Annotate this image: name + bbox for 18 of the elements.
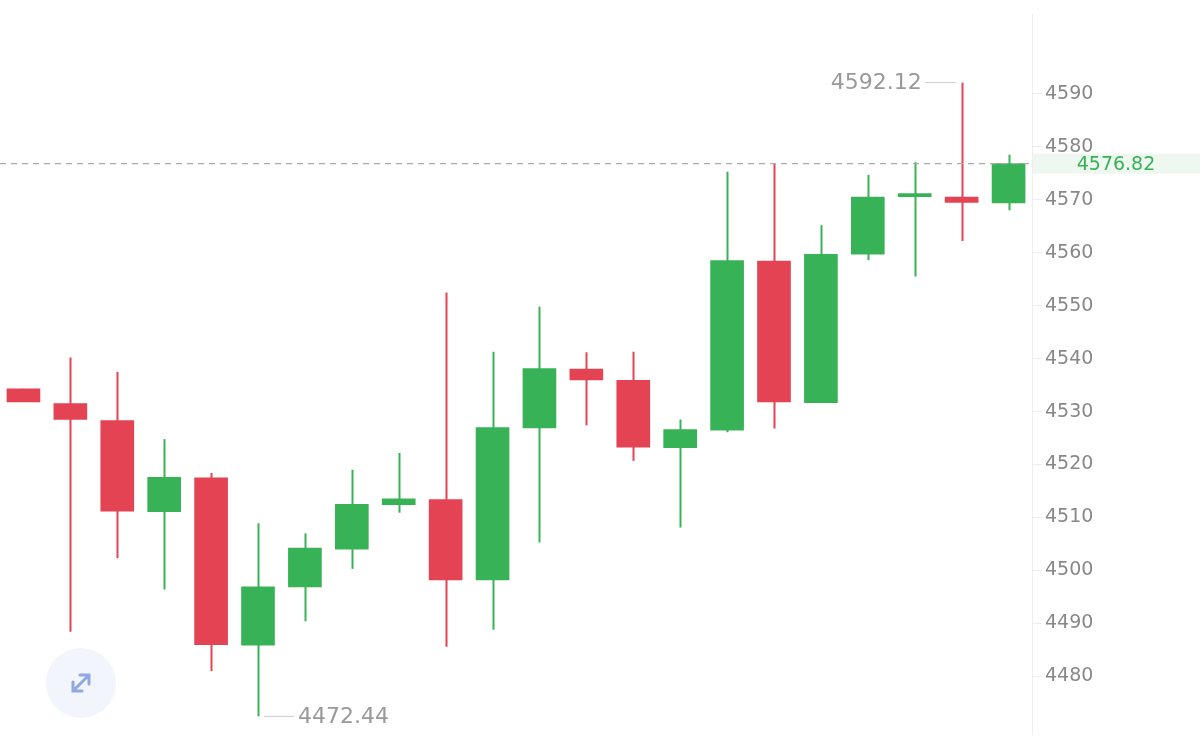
- y-tick-label: 4510: [1045, 504, 1094, 527]
- candlestick: [944, 81, 979, 243]
- y-tick-label: 4570: [1045, 186, 1094, 209]
- y-tick-label: 4480: [1045, 663, 1094, 686]
- annotation: 4592.12: [830, 69, 922, 95]
- y-tick-label: 4540: [1045, 345, 1094, 368]
- candlestick: [569, 351, 604, 427]
- annotation: 4472.44: [298, 703, 389, 729]
- y-tick-label: 4520: [1045, 451, 1094, 474]
- candlestick: [381, 451, 416, 514]
- candlestick: [897, 161, 932, 278]
- y-tick-label: 4530: [1045, 398, 1094, 421]
- y-tick-label: 4560: [1045, 239, 1094, 262]
- y-tick-label: 4500: [1045, 557, 1094, 580]
- y-tick-label: 4590: [1045, 80, 1094, 103]
- y-tick-label: 4550: [1045, 292, 1094, 315]
- candlestick: [53, 356, 88, 633]
- y-tick-label: 4490: [1045, 610, 1094, 633]
